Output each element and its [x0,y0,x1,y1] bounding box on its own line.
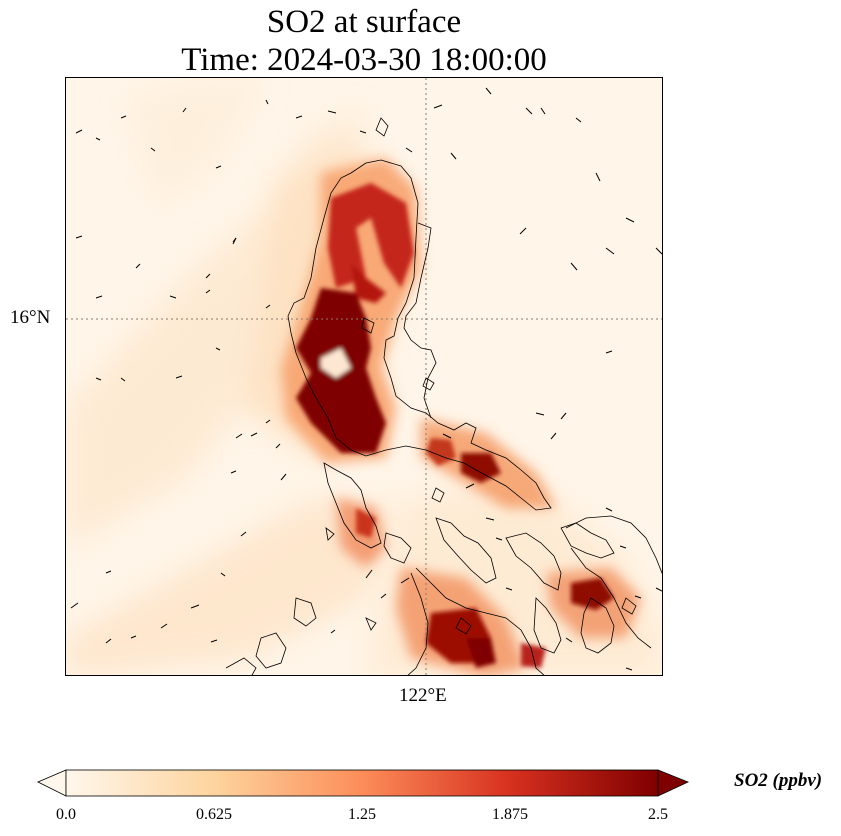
map-time-subtitle: Time: 2024-03-30 18:00:00 [181,42,547,78]
map-title: SO2 at surface [266,4,462,40]
colorbar-tick-label: 0.625 [196,806,232,823]
wind-vectors [70,87,662,671]
so2-concentration-map [66,78,662,675]
colorbar-tick-label: 1.875 [492,806,528,823]
longitude-tick-label: 122°E [399,685,447,706]
colorbar [37,769,690,797]
so2-high-concentration-field [296,183,614,668]
colorbar-min-extension [37,769,67,797]
colorbar-label: SO2 (ppbv) [734,770,823,791]
colorbar-gradient [65,769,659,797]
colorbar-tick-label: 0.0 [56,806,76,823]
coastlines [225,117,662,675]
colorbar-max-extension [657,769,690,797]
colorbar-tick-label: 1.25 [348,806,376,823]
colorbar-tick-label: 2.5 [648,806,668,823]
map-plot-area [65,77,663,676]
latitude-tick-label: 16°N [10,307,51,328]
